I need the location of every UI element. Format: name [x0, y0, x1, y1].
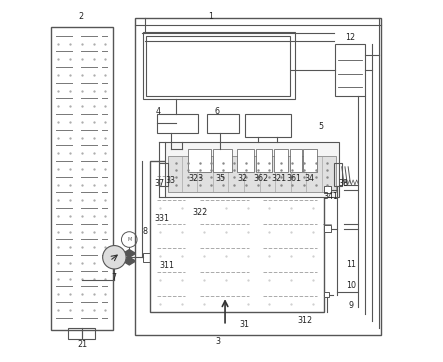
Text: 6: 6 [214, 107, 219, 116]
Text: 323: 323 [188, 174, 203, 183]
Text: 321: 321 [272, 174, 287, 183]
Text: 5: 5 [318, 122, 323, 131]
Bar [167, 156, 336, 191]
Text: 312: 312 [297, 316, 312, 325]
Polygon shape [123, 257, 136, 265]
Bar [334, 163, 342, 186]
Bar [68, 328, 95, 339]
Text: 322: 322 [193, 208, 208, 217]
Bar [213, 149, 232, 172]
Bar [245, 114, 291, 137]
Bar [290, 149, 302, 172]
Text: 4: 4 [156, 107, 161, 116]
Text: 34: 34 [304, 174, 315, 183]
Text: 8: 8 [143, 227, 148, 236]
Text: 35: 35 [216, 174, 226, 183]
Bar [256, 149, 272, 172]
Bar [324, 292, 329, 297]
Bar [146, 35, 290, 96]
Text: 10: 10 [346, 281, 356, 290]
Bar [150, 161, 324, 312]
Circle shape [103, 245, 126, 269]
Text: 2: 2 [79, 12, 84, 21]
Text: 341: 341 [323, 193, 338, 202]
Text: 7: 7 [112, 273, 117, 282]
Text: 331: 331 [155, 214, 169, 223]
Bar [157, 114, 198, 133]
Bar [159, 163, 168, 186]
Text: 362: 362 [254, 174, 269, 183]
Text: M: M [127, 237, 132, 242]
Text: 3: 3 [215, 337, 221, 346]
Bar [143, 32, 295, 100]
Bar [144, 253, 150, 261]
Bar [135, 18, 381, 335]
Text: 11: 11 [346, 260, 356, 269]
Bar [335, 45, 365, 96]
Bar [207, 114, 239, 133]
Bar [303, 149, 317, 172]
Text: 361: 361 [287, 174, 302, 183]
Text: 33: 33 [165, 176, 175, 185]
Bar [324, 225, 331, 232]
Text: 21: 21 [78, 340, 88, 349]
Bar [274, 149, 288, 172]
Bar [51, 27, 113, 330]
Bar [165, 142, 339, 197]
Text: 1: 1 [208, 12, 214, 21]
Text: 311: 311 [159, 261, 174, 270]
Text: 31: 31 [240, 320, 249, 329]
Text: 37: 37 [154, 179, 164, 188]
Text: 38: 38 [339, 179, 349, 188]
Bar [188, 149, 211, 172]
Bar [324, 186, 331, 193]
Text: 9: 9 [349, 302, 354, 310]
Bar [237, 149, 254, 172]
Text: 32: 32 [237, 174, 248, 183]
Polygon shape [123, 250, 136, 257]
Text: 12: 12 [345, 33, 355, 42]
